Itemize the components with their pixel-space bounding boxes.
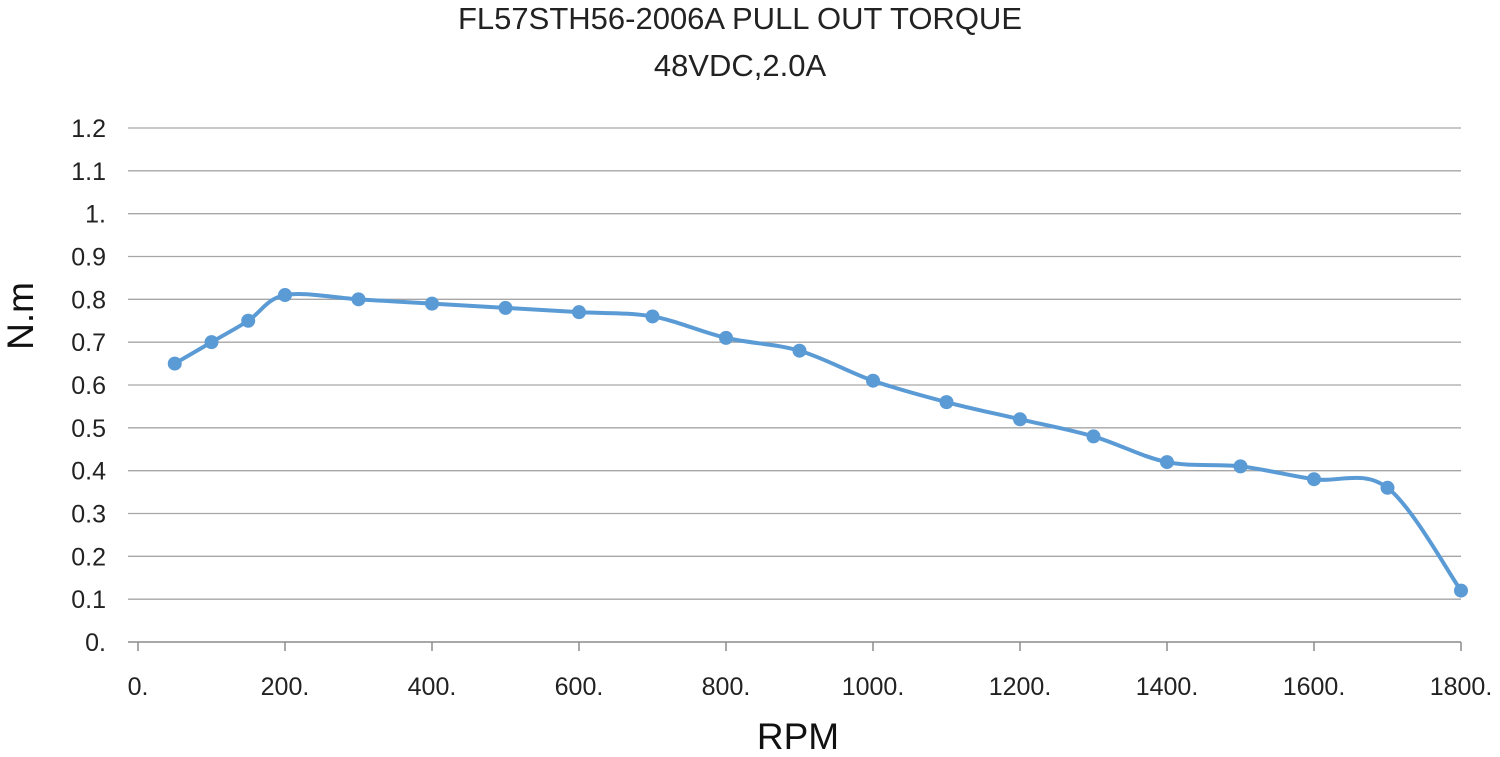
- data-point: [1454, 583, 1468, 598]
- chart-title: FL57STH56-2006A PULL OUT TORQUE: [458, 1, 1022, 36]
- data-point: [1380, 480, 1395, 495]
- data-point: [351, 292, 366, 307]
- x-tick-label: 400.: [408, 673, 457, 701]
- y-tick-label: 0.3: [71, 501, 106, 529]
- axes: [128, 641, 1462, 651]
- y-tick-label: 0.6: [71, 372, 106, 400]
- data-point: [1307, 472, 1321, 487]
- data-point: [498, 300, 513, 315]
- data-point: [1086, 429, 1101, 444]
- data-point: [204, 335, 219, 350]
- chart-subtitle: 48VDC,2.0A: [654, 48, 827, 83]
- y-axis-title: N.m: [0, 282, 41, 350]
- x-tick-label: 1000.: [842, 673, 905, 701]
- x-tick-label: 0.: [128, 673, 149, 701]
- series-line: [172, 291, 1463, 593]
- data-point: [1160, 455, 1174, 470]
- y-tick-label: 0.1: [71, 586, 106, 614]
- series-layer: [167, 288, 1468, 598]
- x-axis-title: RPM: [757, 716, 839, 757]
- data-point: [866, 373, 880, 388]
- x-tick-label: 1800.: [1430, 673, 1493, 701]
- y-tick-labels: 0. 0.1 0.2 0.3 0.4 0.5 0.6 0.7 0.8 0.9 1. 1.1 1.2: [71, 115, 106, 657]
- x-tick-label: 200.: [261, 673, 310, 701]
- data-point: [572, 305, 586, 320]
- y-tick-label: 0.2: [71, 543, 106, 571]
- data-point: [719, 330, 733, 345]
- x-tick-label: 1200.: [989, 673, 1052, 701]
- y-tick-label: 0.7: [71, 329, 106, 357]
- y-tick-label: 1.2: [71, 115, 106, 143]
- y-tick-label: 0.: [85, 629, 106, 657]
- y-tick-label: 0.5: [71, 415, 106, 443]
- data-point: [939, 395, 954, 410]
- y-tick-label: 0.8: [71, 286, 106, 314]
- data-point: [278, 288, 292, 303]
- grid: [128, 127, 1461, 600]
- y-tick-label: 1.: [85, 201, 106, 229]
- x-tick-labels: 0. 200. 400. 600. 800. 1000. 1200. 1400. 1600. 18…: [128, 673, 1493, 701]
- y-tick-label: 0.9: [71, 244, 106, 272]
- data-point: [241, 313, 256, 328]
- data-point: [425, 296, 439, 311]
- y-tick-label: 1.1: [71, 158, 106, 186]
- data-point: [645, 309, 660, 324]
- x-tick-label: 1400.: [1136, 673, 1199, 701]
- data-point: [1013, 412, 1027, 427]
- y-tick-label: 0.4: [71, 458, 106, 486]
- x-tick-label: 1600.: [1283, 673, 1346, 701]
- x-tick-label: 800.: [702, 673, 751, 701]
- data-point: [792, 343, 807, 358]
- x-tick-label: 600.: [555, 673, 604, 701]
- data-point: [1233, 459, 1248, 474]
- data-point: [167, 356, 182, 371]
